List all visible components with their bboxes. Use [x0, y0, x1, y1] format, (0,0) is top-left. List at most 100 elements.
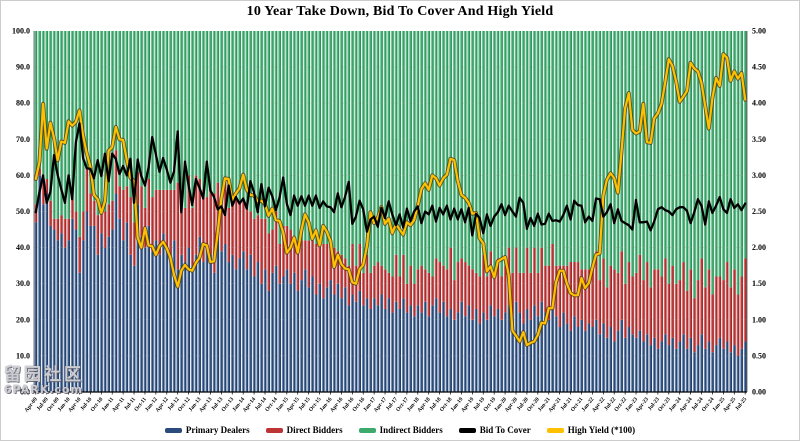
bar-direct-bidders [485, 276, 489, 320]
bar-direct-bidders [449, 247, 452, 309]
y-axis-label-left: 90.0 [16, 63, 30, 72]
bar-direct-bidders [612, 269, 616, 342]
bar-primary-dealers [332, 294, 336, 392]
bar-direct-bidders [194, 175, 198, 255]
bar-direct-bidders [307, 240, 311, 288]
bar-indirect-bidders [350, 31, 354, 244]
bar-direct-bidders [48, 200, 52, 226]
bar-primary-dealers [481, 312, 485, 392]
bar-indirect-bidders [187, 31, 191, 176]
bar-direct-bidders [139, 186, 143, 237]
bar-primary-dealers [139, 236, 143, 392]
bar-primary-dealers [390, 312, 394, 392]
bar-indirect-bidders [478, 31, 482, 277]
bar-primary-dealers [671, 337, 674, 392]
bar-direct-bidders [438, 262, 442, 313]
bar-indirect-bidders [81, 31, 85, 212]
bar-indirect-bidders [212, 31, 216, 194]
bar-primary-dealers [489, 305, 492, 392]
bar-primary-dealers [379, 294, 383, 392]
bar-indirect-bidders [56, 31, 60, 219]
bar-direct-bidders [45, 179, 49, 194]
y-axis-label-right: 5.00 [752, 27, 766, 36]
bar-indirect-bidders [96, 31, 100, 216]
bar-primary-dealers [34, 222, 38, 392]
bar-primary-dealers [99, 233, 103, 392]
bar-direct-bidders [547, 265, 551, 320]
bar-indirect-bidders [401, 31, 405, 255]
bar-primary-dealers [529, 319, 532, 392]
bar-indirect-bidders [714, 31, 718, 277]
bar-indirect-bidders [223, 31, 227, 180]
y-axis-label-left: 30.0 [16, 279, 30, 288]
bar-primary-dealers [38, 175, 41, 392]
bar-primary-dealers [56, 240, 60, 392]
bar-indirect-bidders [245, 31, 249, 208]
bar-direct-bidders [561, 265, 565, 313]
bar-indirect-bidders [318, 31, 321, 244]
bar-primary-dealers [263, 269, 267, 392]
bar-indirect-bidders [329, 31, 332, 244]
bar-indirect-bidders [263, 31, 267, 219]
bar-primary-dealers [121, 240, 125, 392]
bar-primary-dealers [427, 316, 431, 392]
bar-primary-dealers [558, 327, 562, 392]
bar-primary-dealers [409, 305, 412, 392]
bar-primary-dealers [452, 319, 456, 392]
bar-indirect-bidders [740, 31, 743, 277]
bar-primary-dealers [318, 283, 321, 392]
bar-direct-bidders [420, 265, 423, 313]
bar-indirect-bidders [467, 31, 471, 266]
bar-direct-bidders [627, 262, 631, 328]
bar-indirect-bidders [652, 31, 656, 270]
bar-direct-bidders [121, 189, 125, 241]
bar-direct-bidders [350, 243, 354, 295]
bar-indirect-bidders [590, 31, 594, 270]
bar-primary-dealers [369, 308, 372, 392]
bar-indirect-bidders [88, 31, 92, 194]
bar-direct-bidders [176, 182, 180, 270]
bar-primary-dealers [401, 298, 405, 392]
bar-direct-bidders [205, 197, 209, 248]
bar-primary-dealers [449, 308, 452, 392]
bar-primary-dealers [667, 345, 671, 392]
legend-item-indirect-bidders: Indirect Bidders [358, 425, 443, 435]
bar-indirect-bidders [99, 31, 103, 205]
bar-direct-bidders [230, 193, 234, 255]
bar-indirect-bidders [238, 31, 241, 201]
bar-indirect-bidders [347, 31, 351, 266]
bar-primary-dealers [700, 334, 703, 392]
bar-direct-bidders [616, 272, 620, 331]
y-axis-label-right: 2.00 [752, 243, 766, 252]
bar-primary-dealers [70, 218, 74, 392]
bar-primary-dealers [518, 312, 522, 392]
bar-primary-dealers [354, 301, 358, 392]
bar-indirect-bidders [409, 31, 412, 266]
bar-primary-dealers [383, 308, 387, 392]
bar-primary-dealers [547, 319, 551, 392]
bar-primary-dealers [569, 330, 572, 392]
bar-indirect-bidders [125, 31, 129, 187]
bar-direct-bidders [52, 218, 56, 230]
bar-primary-dealers [714, 345, 718, 392]
bar-indirect-bidders [198, 31, 201, 180]
bar-indirect-bidders [136, 31, 140, 172]
y-axis-label-left: 100.0 [12, 27, 30, 36]
bar-primary-dealers [143, 247, 147, 392]
bar-indirect-bidders [696, 31, 700, 281]
bar-direct-bidders [725, 262, 729, 342]
bar-indirect-bidders [474, 31, 478, 273]
bar-primary-dealers [63, 247, 67, 392]
bar-primary-dealers [227, 262, 231, 392]
bar-indirect-bidders [561, 31, 565, 266]
bar-primary-dealers [587, 323, 591, 392]
bar-direct-bidders [296, 240, 300, 291]
bar-direct-bidders [339, 254, 343, 299]
bar-primary-dealers [711, 352, 714, 392]
bar-direct-bidders [372, 265, 376, 299]
bar-primary-dealers [132, 265, 136, 392]
bar-direct-bidders [314, 243, 318, 295]
bar-direct-bidders [409, 265, 412, 306]
bar-direct-bidders [256, 215, 260, 263]
